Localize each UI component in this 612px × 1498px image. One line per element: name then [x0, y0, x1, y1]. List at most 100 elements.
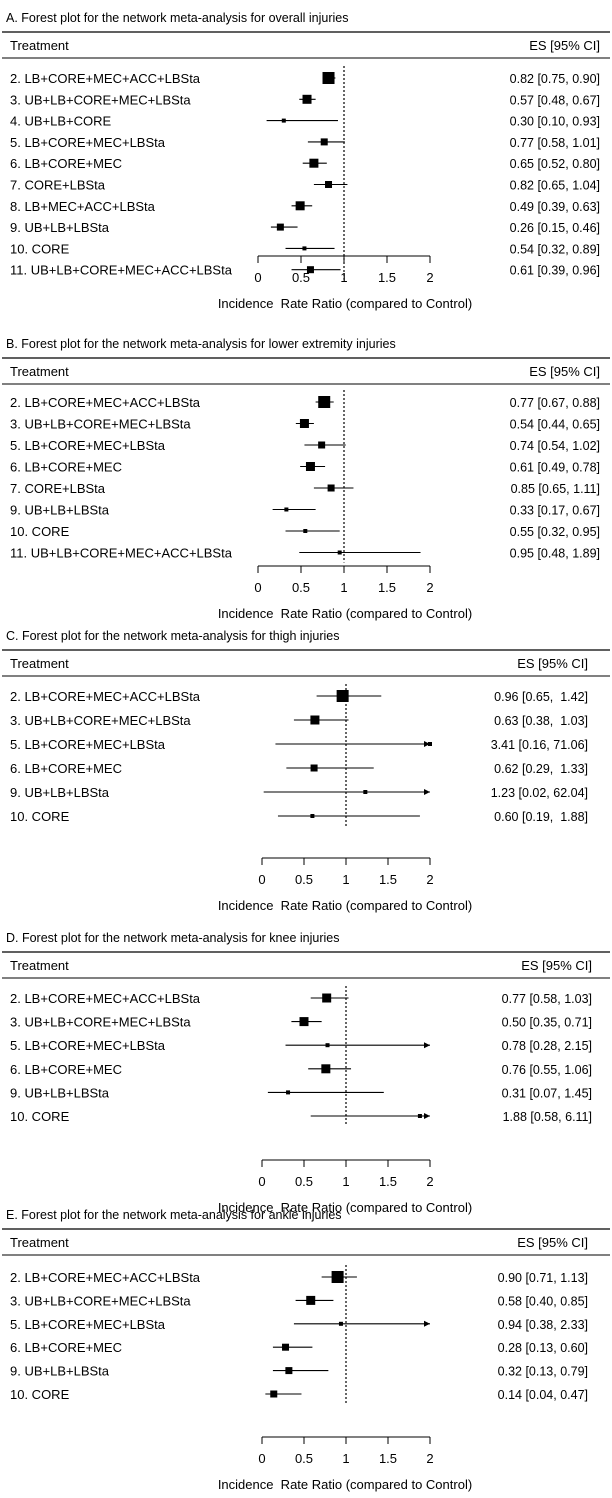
treatment-label: 10. CORE — [10, 809, 70, 824]
point-estimate-square — [285, 1367, 293, 1375]
forest-row: 8. LB+MEC+ACC+LBSta 0.49 [0.39, 0.63] — [10, 199, 600, 214]
treatment-label: 10. CORE — [10, 241, 70, 256]
point-estimate-square — [337, 550, 342, 555]
effect-size-text: 0.95 [0.48, 1.89] — [510, 547, 600, 561]
point-estimate-square — [331, 1271, 344, 1283]
point-estimate-square — [303, 529, 308, 533]
point-estimate-square — [284, 507, 289, 512]
treatment-label: 5. LB+CORE+MEC+LBSta — [10, 737, 166, 752]
point-estimate-square — [286, 1090, 291, 1095]
treatment-label: 9. UB+LB+LBSta — [10, 785, 110, 800]
point-estimate-square — [302, 94, 312, 104]
forest-row: 4. UB+LB+CORE 0.30 [0.10, 0.93] — [10, 114, 600, 129]
treatment-label: 10. CORE — [10, 1387, 70, 1402]
x-tick-label: 1 — [342, 1174, 349, 1189]
column-header-treatment: Treatment — [10, 656, 69, 671]
effect-size-text: 0.61 [0.39, 0.96] — [510, 264, 600, 278]
forest-row: 10. CORE 1.88 [0.58, 6.11] — [10, 1109, 592, 1124]
x-tick-label: 0.5 — [295, 1451, 313, 1466]
x-tick-label: 0 — [258, 872, 265, 887]
forest-row: 3. UB+LB+CORE+MEC+LBSta 0.50 [0.35, 0.71] — [10, 1015, 592, 1030]
forest-row: 5. LB+CORE+MEC+LBSta 0.77 [0.58, 1.01] — [10, 135, 600, 150]
forest-row: 2. LB+CORE+MEC+ACC+LBSta 0.90 [0.71, 1.13… — [10, 1270, 588, 1285]
treatment-label: 9. UB+LB+LBSta — [10, 503, 110, 518]
x-tick-label: 2 — [426, 580, 433, 595]
effect-size-text: 0.32 [0.13, 0.79] — [498, 1365, 588, 1379]
x-tick-label: 0 — [258, 1174, 265, 1189]
point-estimate-square — [336, 690, 349, 702]
ci-truncation-arrow — [424, 1042, 430, 1049]
effect-size-text: 0.90 [0.71, 1.13] — [498, 1271, 588, 1285]
effect-size-text: 0.31 [0.07, 1.45] — [502, 1086, 592, 1100]
ci-truncation-arrow — [424, 789, 430, 795]
treatment-label: 6. LB+CORE+MEC — [10, 1340, 122, 1355]
forest-row: 7. CORE+LBSta 0.82 [0.65, 1.04] — [10, 178, 600, 193]
x-tick-label: 0.5 — [292, 270, 310, 285]
point-estimate-square — [276, 223, 284, 231]
effect-size-text: 0.58 [0.40, 0.85] — [498, 1294, 588, 1308]
effect-size-text: 0.30 [0.10, 0.93] — [510, 115, 600, 129]
effect-size-text: 0.77 [0.58, 1.03] — [502, 992, 592, 1006]
point-estimate-square — [302, 246, 307, 251]
effect-size-text: 0.77 [0.67, 0.88] — [510, 396, 600, 410]
forest-row: 6. LB+CORE+MEC 0.28 [0.13, 0.60] — [10, 1340, 588, 1355]
forest-row: 10. CORE 0.55 [0.32, 0.95] — [10, 524, 600, 539]
point-estimate-square — [322, 72, 335, 84]
forest-plot-svg: E. Forest plot for the network meta-anal… — [2, 1208, 610, 1492]
treatment-label: 3. UB+LB+CORE+MEC+LBSta — [10, 417, 191, 432]
treatment-label: 2. LB+CORE+MEC+ACC+LBSta — [10, 71, 201, 86]
forest-plot-svg: D. Forest plot for the network meta-anal… — [2, 931, 610, 1215]
x-axis: 0 0.5 1 1.5 2 Incidence Rate Ratio (compared … — [218, 857, 472, 913]
column-header-es-ci: ES [95% CI] — [517, 656, 588, 671]
treatment-label: 4. UB+LB+CORE — [10, 114, 111, 129]
forest-row: 3. UB+LB+CORE+MEC+LBSta 0.63 [0.38, 1.03] — [10, 713, 588, 728]
treatment-label: 10. CORE — [10, 524, 70, 539]
forest-row: 3. UB+LB+CORE+MEC+LBSta 0.58 [0.40, 0.85] — [10, 1293, 588, 1308]
effect-size-text: 0.63 [0.38, 1.03] — [494, 714, 588, 728]
forest-row: 10. CORE 0.14 [0.04, 0.47] — [10, 1387, 588, 1402]
treatment-label: 6. LB+CORE+MEC — [10, 460, 122, 475]
treatment-label: 5. LB+CORE+MEC+LBSta — [10, 438, 166, 453]
treatment-label: 6. LB+CORE+MEC — [10, 1062, 122, 1077]
treatment-label: 9. UB+LB+LBSta — [10, 1364, 110, 1379]
forest-row: 2. LB+CORE+MEC+ACC+LBSta 0.96 [0.65, 1.42… — [10, 689, 588, 704]
forest-row: 11. UB+LB+CORE+MEC+ACC+LBSta 0.95 [0.48, … — [10, 546, 600, 561]
forest-row: 5. LB+CORE+MEC+LBSta 0.74 [0.54, 1.02] — [10, 438, 600, 453]
effect-size-text: 0.55 [0.32, 0.95] — [510, 525, 600, 539]
point-estimate-square — [318, 441, 326, 449]
treatment-label: 7. CORE+LBSta — [10, 481, 106, 496]
forest-plot-ankle-injuries: E. Forest plot for the network meta-anal… — [0, 1197, 612, 1498]
forest-plot-svg: A. Forest plot for the network meta-anal… — [2, 11, 610, 311]
point-estimate-square — [321, 1064, 331, 1074]
forest-row: 3. UB+LB+CORE+MEC+LBSta 0.57 [0.48, 0.67] — [10, 92, 600, 107]
forest-row: 2. LB+CORE+MEC+ACC+LBSta 0.77 [0.67, 0.88… — [10, 395, 600, 410]
panel-title: B. Forest plot for the network meta-anal… — [6, 337, 396, 351]
forest-row: 2. LB+CORE+MEC+ACC+LBSta 0.77 [0.58, 1.03… — [10, 991, 592, 1006]
x-axis: 0 0.5 1 1.5 2 Incidence Rate Ratio (compared … — [218, 1436, 472, 1492]
effect-size-text: 0.26 [0.15, 0.46] — [510, 221, 600, 235]
point-estimate-square — [310, 764, 318, 772]
point-estimate-square — [306, 1295, 316, 1305]
point-estimate-square — [363, 790, 368, 794]
forest-row: 6. LB+CORE+MEC 0.62 [0.29, 1.33] — [10, 761, 588, 776]
ci-truncation-arrow — [424, 1113, 430, 1119]
forest-plot-knee-injuries: D. Forest plot for the network meta-anal… — [0, 920, 612, 1220]
x-tick-label: 0.5 — [292, 580, 310, 595]
effect-size-text: 0.85 [0.65, 1.11] — [511, 482, 600, 496]
x-tick-label: 0.5 — [295, 872, 313, 887]
x-tick-label: 2 — [426, 1451, 433, 1466]
x-tick-label: 0 — [254, 580, 261, 595]
point-estimate-square — [270, 1390, 278, 1398]
treatment-label: 2. LB+CORE+MEC+ACC+LBSta — [10, 991, 201, 1006]
treatment-label: 3. UB+LB+CORE+MEC+LBSta — [10, 1293, 191, 1308]
x-tick-label: 1.5 — [379, 872, 397, 887]
forest-plot-svg: B. Forest plot for the network meta-anal… — [2, 337, 610, 621]
point-estimate-square — [318, 396, 331, 408]
treatment-label: 7. CORE+LBSta — [10, 178, 106, 193]
point-estimate-square — [322, 993, 332, 1003]
point-estimate-square — [299, 1017, 309, 1027]
point-estimate-square — [281, 118, 286, 123]
forest-row: 9. UB+LB+LBSta 0.26 [0.15, 0.46] — [10, 220, 600, 235]
effect-size-text: 0.60 [0.19, 1.88] — [494, 810, 588, 824]
treatment-label: 5. LB+CORE+MEC+LBSta — [10, 1038, 166, 1053]
